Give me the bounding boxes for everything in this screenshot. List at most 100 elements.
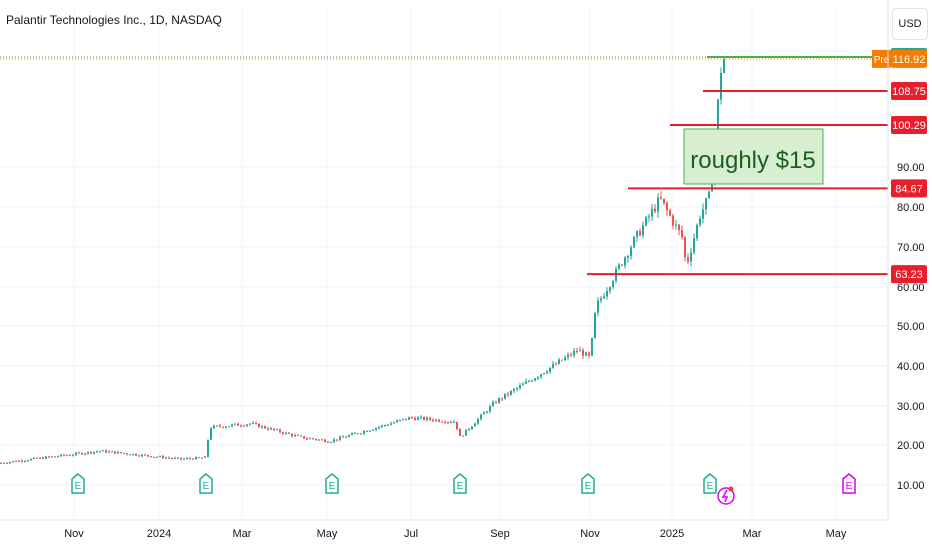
- candle-body: [93, 452, 95, 453]
- earnings-label: E: [75, 481, 82, 492]
- price-badge-label: 84.67: [895, 183, 923, 195]
- candle-body: [291, 434, 293, 436]
- candle-body: [204, 457, 206, 458]
- earnings-label: E: [203, 481, 210, 492]
- candle-body: [393, 422, 395, 423]
- candle-body: [675, 225, 677, 226]
- candle-body: [294, 435, 296, 436]
- candle-body: [267, 428, 269, 429]
- candle-body: [111, 451, 113, 452]
- candle-body: [621, 265, 623, 266]
- candle-body: [189, 458, 191, 459]
- candle-body: [399, 420, 401, 421]
- annotation-text: roughly $15: [690, 147, 815, 174]
- candle-body: [690, 252, 692, 261]
- candle-body: [582, 350, 584, 356]
- candle-body: [693, 238, 695, 252]
- candle-body: [543, 373, 545, 374]
- candle-body: [681, 230, 683, 237]
- candle-body: [285, 433, 287, 434]
- candle-body: [243, 426, 245, 427]
- candle-body: [531, 381, 533, 382]
- candle-body: [612, 281, 614, 287]
- candle-body: [435, 420, 437, 421]
- candle-body: [495, 402, 497, 403]
- candle-body: [657, 197, 659, 211]
- candle-body: [558, 360, 560, 364]
- candle-body: [579, 350, 581, 351]
- candle-body: [459, 429, 461, 436]
- candle-body: [429, 418, 431, 420]
- candle-body: [57, 456, 59, 457]
- candle-body: [297, 435, 299, 436]
- candle-body: [27, 460, 29, 461]
- annotation-group: roughly $15: [684, 129, 823, 184]
- earnings-label: E: [457, 481, 464, 492]
- candle-body: [309, 438, 311, 439]
- candle-body: [78, 453, 80, 454]
- x-tick-label: 2024: [147, 528, 171, 540]
- x-tick-label: Mar: [233, 528, 252, 540]
- candle-body: [327, 442, 329, 443]
- y-tick-label: 50.00: [897, 321, 925, 333]
- candle-body: [483, 412, 485, 414]
- candle-body: [606, 291, 608, 296]
- candle-body: [345, 437, 347, 438]
- candle-body: [210, 428, 212, 440]
- currency-button[interactable]: USD: [892, 8, 928, 40]
- candle-body: [24, 461, 26, 462]
- candle-body: [504, 394, 506, 399]
- candle-body: [33, 458, 35, 459]
- candle-body: [438, 420, 440, 422]
- candle-body: [15, 461, 17, 462]
- candle-body: [471, 426, 473, 429]
- candle-body: [42, 458, 44, 459]
- candle-body: [315, 439, 317, 440]
- candle-body: [312, 438, 314, 439]
- candle-body: [207, 440, 209, 457]
- candle-body: [672, 216, 674, 226]
- candle-body: [594, 313, 596, 338]
- candle-body: [351, 433, 353, 435]
- candle-body: [408, 417, 410, 419]
- candle-body: [102, 450, 104, 451]
- candle-body: [705, 198, 707, 209]
- candle-body: [609, 287, 611, 291]
- candle-body: [420, 417, 422, 418]
- candle-body: [6, 463, 8, 464]
- candle-body: [666, 203, 668, 210]
- candle-body: [54, 456, 56, 457]
- candle-body: [462, 436, 464, 437]
- x-tick-label: May: [317, 528, 338, 540]
- candle-body: [255, 423, 257, 424]
- x-tick-label: 2025: [660, 528, 684, 540]
- candle-body: [519, 385, 521, 388]
- candle-body: [117, 452, 119, 454]
- candle-body: [630, 247, 632, 256]
- candle-body: [195, 457, 197, 459]
- candle-body: [129, 454, 131, 455]
- candle-body: [534, 378, 536, 380]
- chart-title: Palantir Technologies Inc., 1D, NASDAQ: [6, 13, 222, 27]
- candle-body: [642, 225, 644, 235]
- candle-body: [216, 426, 218, 427]
- candle-body: [9, 462, 11, 463]
- candle-body: [402, 419, 404, 420]
- candle-body: [261, 426, 263, 427]
- candle-body: [336, 439, 338, 440]
- candle-body: [144, 455, 146, 456]
- candle-body: [135, 454, 137, 456]
- earnings-label: E: [707, 481, 714, 492]
- candle-body: [87, 452, 89, 454]
- candle-body: [72, 455, 74, 456]
- candle-body: [654, 209, 656, 212]
- candle-body: [369, 431, 371, 432]
- candle-body: [684, 237, 686, 257]
- earnings-label: E: [585, 481, 592, 492]
- candle-body: [51, 456, 53, 457]
- candle-body: [636, 231, 638, 237]
- candle-body: [591, 338, 593, 356]
- y-tick-label: 60.00: [897, 282, 925, 294]
- candle-body: [477, 419, 479, 424]
